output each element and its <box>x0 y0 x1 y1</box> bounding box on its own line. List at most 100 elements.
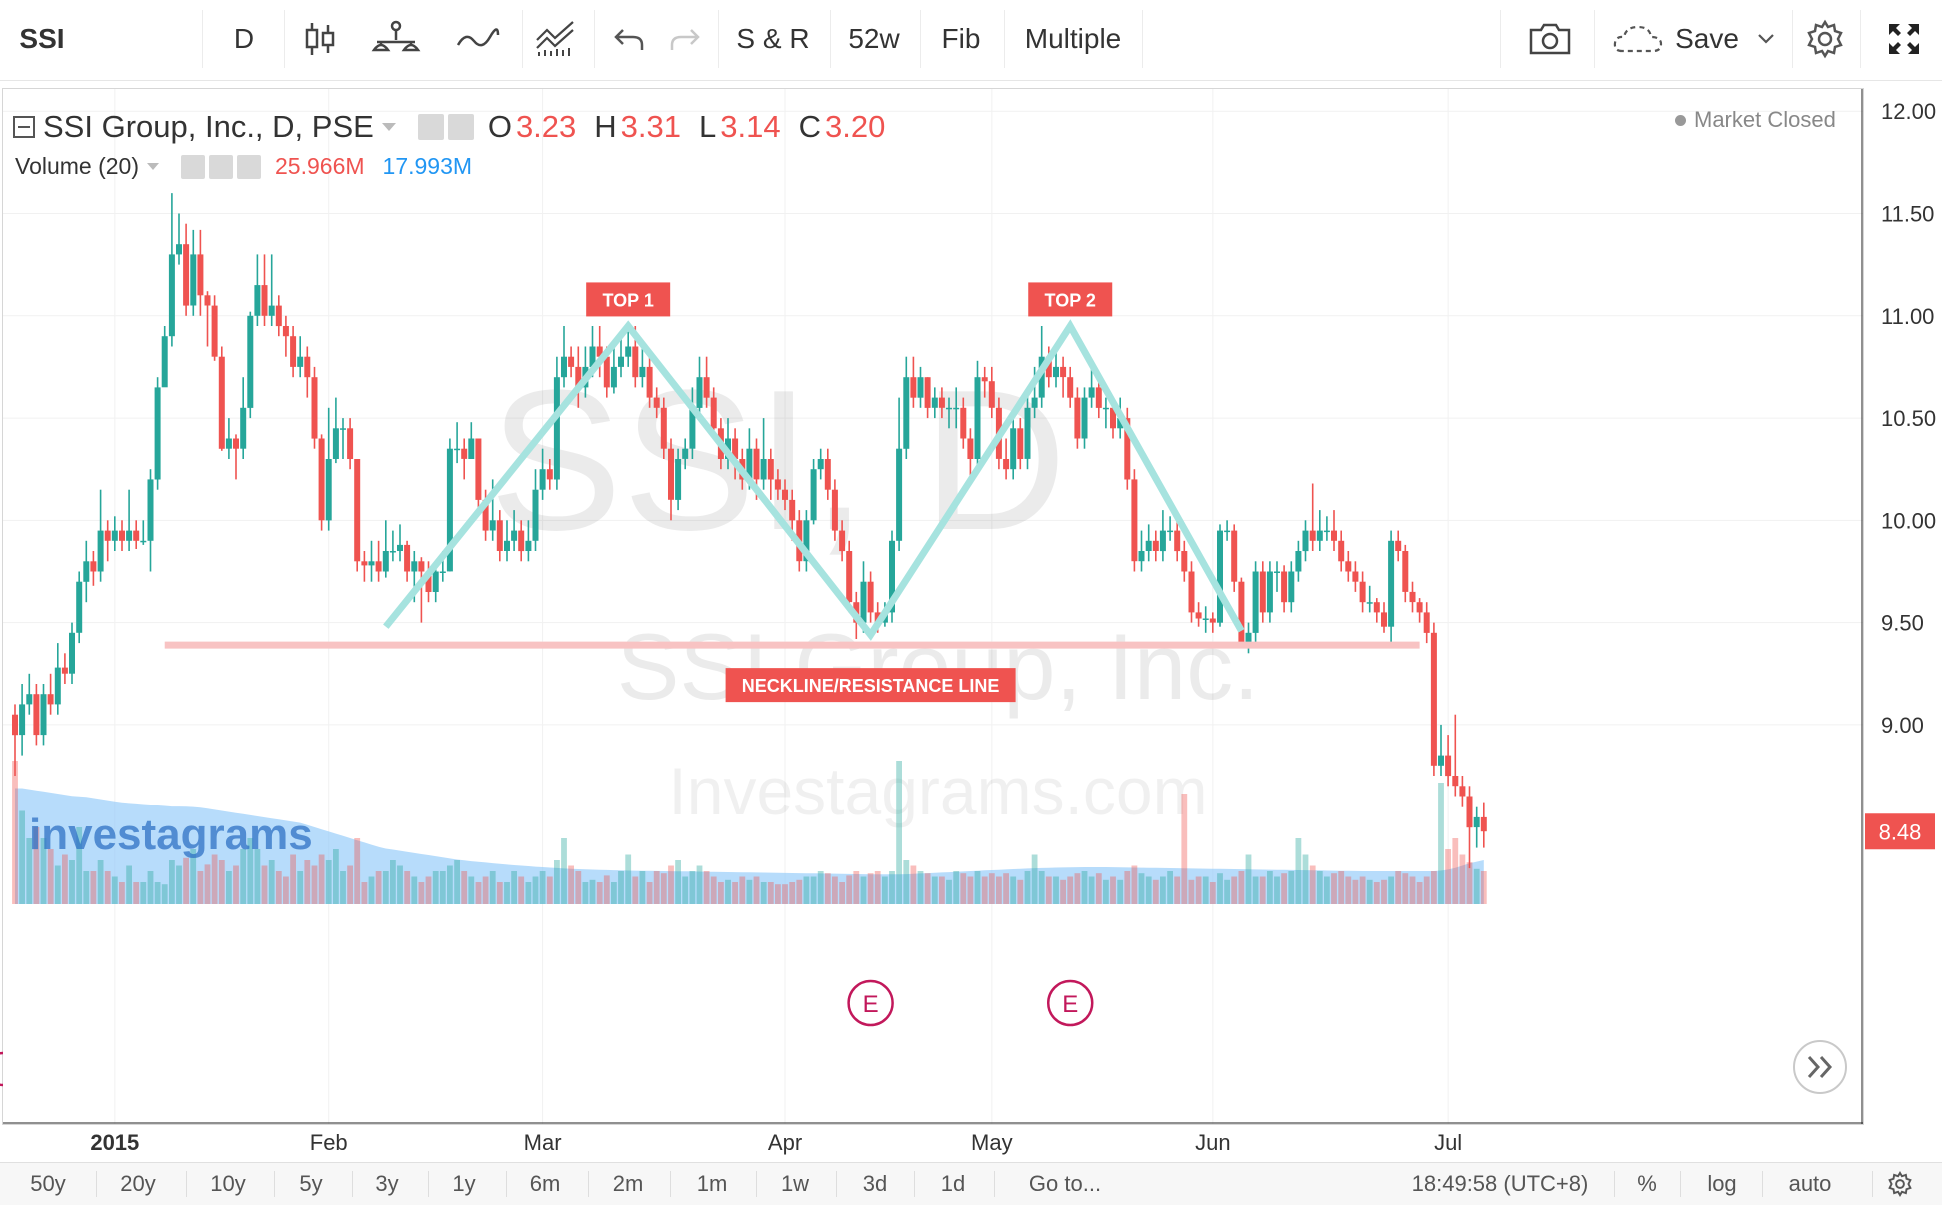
chevron-down-icon[interactable] <box>1748 0 1784 78</box>
volume-bar <box>1117 879 1124 904</box>
volume-bar <box>1281 873 1287 904</box>
range-1y[interactable]: 1y <box>452 1171 476 1196</box>
candle <box>404 540 411 582</box>
volume-settings-icon[interactable] <box>209 154 234 179</box>
range-1m[interactable]: 1m <box>696 1171 728 1196</box>
camera-icon[interactable] <box>1520 0 1580 78</box>
range-2m[interactable]: 2m <box>612 1171 644 1196</box>
candle-body <box>1117 418 1124 429</box>
scroll-to-realtime-button[interactable] <box>1793 1040 1847 1094</box>
percent-scale-toggle[interactable]: % <box>1637 1171 1657 1196</box>
candle-body <box>275 305 282 327</box>
toolbar-item-fib[interactable]: Fib <box>941 23 981 54</box>
interval-button[interactable]: D <box>233 23 255 54</box>
chart-pane[interactable]: SSI, D SSI Group, Inc. Investagrams.com inv… <box>0 88 1936 1155</box>
volume-bar <box>839 882 845 904</box>
volume-bar <box>97 860 104 904</box>
toolbar-item-52w[interactable]: 52w <box>848 23 900 54</box>
symbol-search-button[interactable]: SSI <box>19 23 65 54</box>
templates-icon[interactable] <box>530 0 580 78</box>
candle <box>539 448 546 500</box>
range-3y[interactable]: 3y <box>375 1171 399 1196</box>
series-title[interactable]: SSI Group, Inc., D, PSE <box>43 109 374 144</box>
candle <box>382 520 389 578</box>
candlestick-type-icon[interactable] <box>294 0 346 78</box>
range-1d[interactable]: 1d <box>940 1171 966 1196</box>
collapse-icon[interactable] <box>13 116 35 138</box>
undo-icon[interactable] <box>604 0 654 78</box>
range-5y[interactable]: 5y <box>299 1171 323 1196</box>
toolbar-divider <box>1594 10 1595 68</box>
volume-bar <box>732 882 738 904</box>
top-toolbar: SSI D S & R 52w Fib Multiple Save <box>0 0 1942 81</box>
volume-title[interactable]: Volume (20) <box>15 153 140 179</box>
redo-icon[interactable] <box>660 0 710 78</box>
log-scale-toggle[interactable]: log <box>1707 1171 1737 1196</box>
range-1w[interactable]: 1w <box>780 1171 810 1196</box>
candle <box>19 684 26 756</box>
volume-menu-chevron-icon[interactable] <box>147 163 160 170</box>
auto-scale-toggle[interactable]: auto <box>1788 1171 1832 1196</box>
volume-bar <box>603 875 610 904</box>
gear-icon[interactable] <box>1800 0 1850 78</box>
volume-bar <box>824 873 831 904</box>
candle-body <box>454 448 461 451</box>
volume-bar <box>347 865 353 904</box>
range-3d[interactable]: 3d <box>862 1171 888 1196</box>
candle <box>176 213 182 265</box>
candle-body <box>967 438 974 459</box>
volume-visibility-icon[interactable] <box>181 154 206 179</box>
volume-bar <box>675 860 681 904</box>
volume-bar <box>62 854 68 904</box>
candle <box>1060 356 1067 398</box>
volume-bar <box>333 849 339 904</box>
visibility-icon[interactable] <box>417 114 444 140</box>
candle <box>525 520 532 562</box>
range-6m[interactable]: 6m <box>529 1171 561 1196</box>
candle <box>1010 418 1017 480</box>
go-to-button[interactable]: Go to... <box>1028 1171 1102 1196</box>
range-20y[interactable]: 20y <box>120 1171 156 1196</box>
candle-body <box>924 377 931 408</box>
toolbar-item-support-resistance[interactable]: S & R <box>736 23 810 54</box>
scale-settings-gear-icon[interactable] <box>1880 1163 1920 1205</box>
volume-ma-value: 17.993M <box>382 153 473 179</box>
range-10y[interactable]: 10y <box>210 1171 246 1196</box>
range-50y[interactable]: 50y <box>30 1171 66 1196</box>
candle <box>76 571 83 644</box>
candle-body <box>1209 618 1216 623</box>
candle <box>1281 565 1288 613</box>
candle <box>154 377 161 490</box>
candle <box>760 418 767 490</box>
last-price-badge: 8.48 <box>1865 813 1935 850</box>
volume-bar <box>1224 879 1230 904</box>
fullscreen-icon[interactable] <box>1880 0 1928 78</box>
volume-remove-icon[interactable] <box>237 154 262 179</box>
bottom-divider <box>914 1171 915 1197</box>
candle <box>1259 561 1266 623</box>
earnings-marker-edge <box>0 1051 4 1087</box>
volume-bar <box>1202 876 1209 904</box>
volume-bar <box>974 871 981 904</box>
candle <box>168 193 175 347</box>
series-menu-chevron-icon[interactable] <box>381 123 396 131</box>
toolbar-item-multiple[interactable]: Multiple <box>1024 23 1122 54</box>
volume-bar <box>660 873 667 904</box>
candle-body <box>1259 571 1266 613</box>
volume-bar <box>889 871 895 904</box>
indicators-icon[interactable] <box>448 0 508 78</box>
clock-timezone[interactable]: 18:49:58 (UTC+8) <box>1411 1171 1589 1196</box>
compare-icon[interactable] <box>364 0 428 78</box>
volume-bar <box>1366 879 1373 904</box>
candle-body <box>589 346 596 367</box>
volume-bar <box>90 871 97 904</box>
candle <box>247 311 254 419</box>
settings-icon[interactable] <box>447 114 474 140</box>
candle-body <box>831 489 838 531</box>
candle-body <box>233 438 239 449</box>
watermark-company: SSI Group, Inc. <box>617 614 1260 719</box>
volume-bar <box>404 871 411 904</box>
save-button[interactable]: Save <box>1675 23 1739 54</box>
volume-bar <box>1145 876 1152 904</box>
